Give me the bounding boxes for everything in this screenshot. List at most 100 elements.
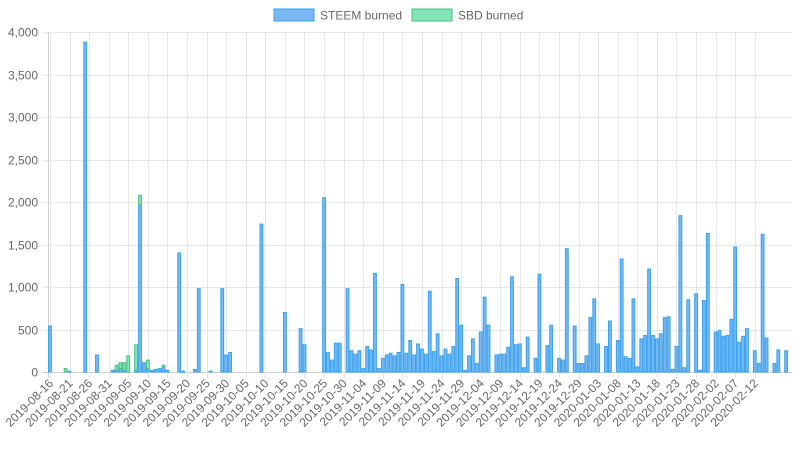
- bar-steem[interactable]: [420, 348, 424, 373]
- bar-steem[interactable]: [369, 349, 373, 373]
- bar-steem[interactable]: [701, 300, 706, 373]
- bar-steem[interactable]: [784, 350, 789, 373]
- bar-steem[interactable]: [142, 362, 146, 373]
- bar-steem[interactable]: [514, 344, 518, 373]
- bar-steem[interactable]: [157, 368, 162, 373]
- bar-steem[interactable]: [431, 351, 436, 373]
- bar-steem[interactable]: [564, 248, 569, 373]
- bar-steem[interactable]: [745, 328, 749, 373]
- bar-steem[interactable]: [345, 288, 350, 373]
- bar-steem[interactable]: [537, 273, 542, 373]
- bar-steem[interactable]: [208, 370, 213, 373]
- bar-steem[interactable]: [533, 357, 538, 373]
- bar-steem[interactable]: [651, 334, 655, 373]
- bar-sbd[interactable]: [114, 364, 119, 371]
- bar-steem[interactable]: [682, 367, 687, 373]
- bar-steem[interactable]: [110, 369, 115, 373]
- bar-steem[interactable]: [443, 348, 448, 373]
- bar-steem[interactable]: [392, 355, 397, 373]
- bar-steem[interactable]: [647, 268, 651, 373]
- bar-steem[interactable]: [525, 336, 530, 373]
- bar-steem[interactable]: [619, 258, 624, 373]
- bar-steem[interactable]: [545, 345, 550, 373]
- bar-steem[interactable]: [729, 318, 734, 373]
- bar-steem[interactable]: [756, 363, 761, 373]
- bar-steem[interactable]: [678, 215, 683, 373]
- bar-sbd[interactable]: [145, 359, 150, 370]
- bar-steem[interactable]: [658, 333, 663, 373]
- bar-steem[interactable]: [220, 288, 225, 373]
- bar-steem[interactable]: [83, 41, 88, 373]
- bar-steem[interactable]: [627, 357, 632, 373]
- bar-steem[interactable]: [470, 338, 475, 373]
- bar-steem[interactable]: [635, 366, 640, 373]
- bar-steem[interactable]: [439, 355, 444, 373]
- bar-steem[interactable]: [764, 337, 769, 373]
- bar-steem[interactable]: [333, 342, 338, 373]
- bar-steem[interactable]: [721, 335, 726, 373]
- bar-steem[interactable]: [502, 353, 507, 373]
- bar-steem[interactable]: [196, 288, 201, 373]
- bar-steem[interactable]: [482, 296, 487, 373]
- bar-steem[interactable]: [145, 368, 150, 373]
- bar-steem[interactable]: [423, 353, 428, 373]
- bar-steem[interactable]: [380, 357, 385, 373]
- bar-steem[interactable]: [741, 335, 745, 373]
- bar-steem[interactable]: [608, 320, 612, 373]
- bar-steem[interactable]: [733, 246, 738, 373]
- bar-steem[interactable]: [705, 232, 710, 373]
- bar-steem[interactable]: [572, 325, 577, 373]
- bar-steem[interactable]: [404, 352, 409, 373]
- bar-steem[interactable]: [149, 369, 154, 373]
- bar-steem[interactable]: [228, 351, 232, 373]
- bar-steem[interactable]: [694, 293, 698, 373]
- bar-steem[interactable]: [302, 344, 307, 373]
- bar-steem[interactable]: [349, 350, 354, 373]
- bar-steem[interactable]: [396, 351, 401, 373]
- bar-sbd[interactable]: [134, 344, 139, 371]
- bar-steem[interactable]: [686, 299, 691, 373]
- bar-steem[interactable]: [298, 328, 303, 373]
- bar-sbd[interactable]: [138, 194, 142, 206]
- bar-steem[interactable]: [655, 338, 659, 373]
- bar-steem[interactable]: [725, 334, 730, 373]
- legend-item-steem[interactable]: STEEM burned: [273, 8, 402, 23]
- bar-steem[interactable]: [181, 370, 186, 373]
- bar-steem[interactable]: [615, 340, 620, 373]
- bar-steem[interactable]: [506, 346, 511, 373]
- bar-steem[interactable]: [384, 354, 389, 373]
- bar-steem[interactable]: [427, 290, 432, 373]
- bar-steem[interactable]: [494, 354, 499, 373]
- bar-sbd[interactable]: [122, 362, 127, 371]
- bar-steem[interactable]: [161, 366, 166, 373]
- bar-steem[interactable]: [670, 368, 675, 373]
- bar-steem[interactable]: [561, 359, 565, 373]
- bar-steem[interactable]: [474, 363, 479, 373]
- bar-steem[interactable]: [48, 325, 52, 373]
- bar-steem[interactable]: [224, 354, 229, 373]
- bar-steem[interactable]: [326, 351, 330, 373]
- bar-steem[interactable]: [604, 346, 608, 373]
- bar-steem[interactable]: [772, 363, 777, 373]
- bar-steem[interactable]: [517, 343, 522, 373]
- bar-steem[interactable]: [435, 333, 440, 373]
- bar-steem[interactable]: [416, 343, 420, 373]
- bar-steem[interactable]: [486, 324, 491, 373]
- bar-steem[interactable]: [463, 369, 467, 373]
- bar-steem[interactable]: [408, 340, 413, 373]
- bar-steem[interactable]: [588, 317, 593, 373]
- bar-steem[interactable]: [373, 272, 377, 373]
- bar-steem[interactable]: [412, 354, 417, 373]
- bar-steem[interactable]: [776, 349, 781, 373]
- bar-steem[interactable]: [67, 370, 72, 373]
- bar-steem[interactable]: [580, 363, 585, 373]
- bar-sbd[interactable]: [118, 362, 123, 370]
- bar-steem[interactable]: [357, 350, 362, 373]
- bar-steem[interactable]: [498, 353, 503, 373]
- bar-steem[interactable]: [177, 252, 182, 373]
- bar-steem[interactable]: [717, 329, 722, 373]
- bar-steem[interactable]: [95, 354, 99, 373]
- bar-steem[interactable]: [674, 346, 679, 373]
- bar-steem[interactable]: [737, 341, 742, 373]
- bar-steem[interactable]: [455, 278, 460, 373]
